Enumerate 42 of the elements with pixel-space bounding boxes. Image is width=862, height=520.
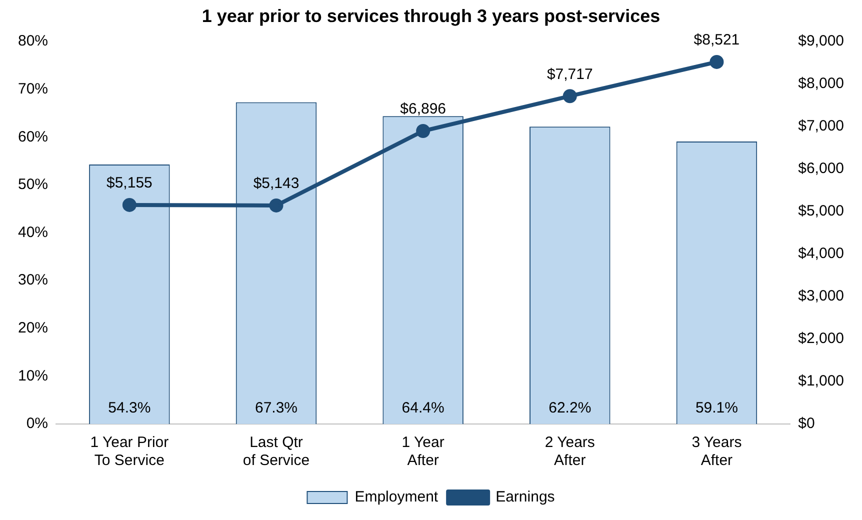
- point: [122, 198, 136, 212]
- y-tick-label: 20%: [18, 320, 48, 337]
- legend-label: Earnings: [496, 488, 555, 506]
- y2-tick-label: $1,000: [798, 372, 844, 390]
- y2-tick-label: $8,000: [798, 75, 844, 92]
- y-tick-label: 80%: [18, 32, 48, 50]
- legend-label: Employment: [354, 488, 439, 506]
- point: [562, 89, 577, 104]
- y2-tick-label: $3,000: [798, 288, 844, 305]
- y2-tick-label: $0: [798, 415, 815, 432]
- y-tick-label: 60%: [18, 128, 48, 146]
- x-tick-label: Last Qtr of Service: [242, 434, 310, 470]
- data-label: $6,896: [400, 100, 446, 118]
- y2-tick-label: $9,000: [798, 32, 844, 50]
- point: [269, 198, 284, 212]
- y2-tick-label: $5,000: [798, 202, 844, 220]
- y-tick-label: 30%: [18, 272, 48, 289]
- point: [416, 124, 430, 138]
- y-tick-label: 50%: [18, 176, 48, 194]
- data-label: $5,155: [106, 174, 152, 192]
- data-label: 62.2%: [548, 400, 592, 417]
- y2-tick-label: $6,000: [798, 160, 844, 178]
- x-tick-label: 1 Year After: [402, 434, 444, 470]
- data-label: 59.1%: [695, 400, 738, 417]
- y-tick-label: 0%: [26, 415, 48, 432]
- data-label: $8,521: [694, 32, 740, 49]
- y2-tick-label: $7,000: [798, 118, 844, 135]
- data-label: 67.3%: [254, 400, 298, 417]
- y2-tick-label: $4,000: [798, 245, 844, 262]
- y-tick-label: 40%: [18, 224, 48, 241]
- chart-title: 1 year prior to services through 3 years post-services: [202, 6, 660, 26]
- data-label: $7,717: [546, 66, 593, 83]
- x-tick-label: 2 Years After: [544, 434, 595, 470]
- data-label: 54.3%: [108, 400, 151, 417]
- x-tick-label: 1 Year Prior To Service: [90, 434, 169, 470]
- y-tick-label: 70%: [18, 80, 48, 98]
- y-tick-label: 10%: [18, 367, 48, 384]
- y2-tick-label: $2,000: [798, 330, 844, 348]
- x-tick-label: 3 Years After: [692, 434, 742, 470]
- point: [710, 54, 724, 69]
- data-label: $5,143: [253, 175, 300, 192]
- data-label: 64.4%: [402, 400, 444, 417]
